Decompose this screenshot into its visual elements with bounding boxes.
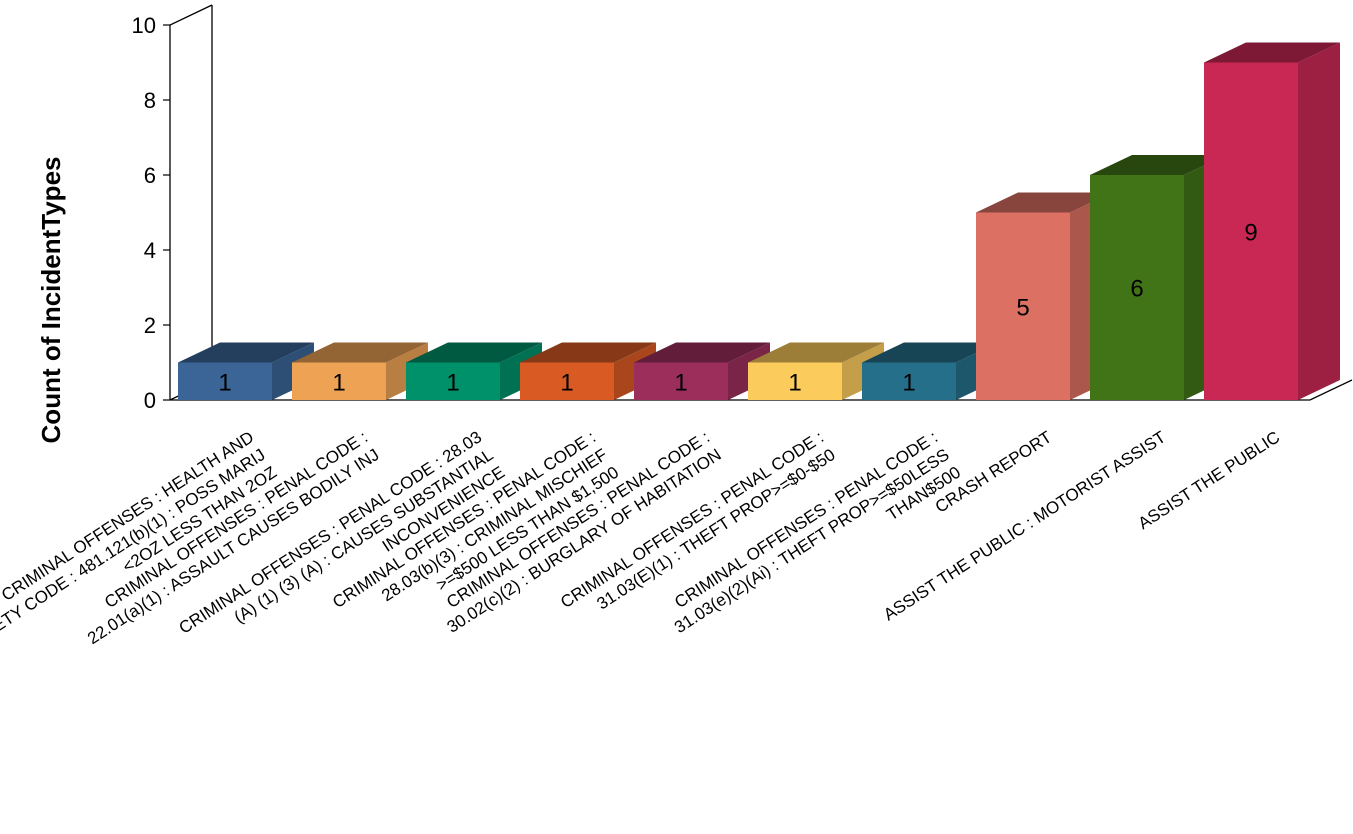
bar-front	[406, 362, 500, 400]
bar-top	[178, 342, 314, 363]
bar	[748, 342, 884, 400]
data-label: 6	[1130, 276, 1143, 303]
data-label: 1	[218, 369, 231, 396]
bar-front	[1204, 62, 1298, 400]
y-axis-line	[169, 4, 213, 400]
bar-front	[1090, 175, 1184, 400]
bar-top	[520, 342, 656, 363]
bar-front	[748, 362, 842, 400]
bar-top	[634, 342, 770, 363]
data-label: 1	[788, 369, 801, 396]
bar-front	[520, 362, 614, 400]
y-tick-label: 10	[132, 13, 156, 38]
bar	[634, 342, 770, 400]
data-label: 9	[1244, 219, 1257, 246]
bar-top	[976, 192, 1112, 213]
data-label: 5	[1016, 294, 1029, 321]
y-axis-ticks: 0 2 4 6 8 10	[132, 13, 170, 413]
bar	[1204, 42, 1340, 400]
bar-top	[1204, 42, 1340, 63]
bar	[406, 342, 542, 400]
bar-front	[292, 362, 386, 400]
y-tick-label: 2	[144, 313, 156, 338]
bar-series	[178, 42, 1340, 400]
y-tick-label: 6	[144, 163, 156, 188]
y-axis-label: Count of IncidentTypes	[36, 157, 66, 444]
bar-front	[976, 212, 1070, 400]
data-labels: 1 1 1 1 1 1 1 5 6 9	[218, 219, 1257, 396]
x-axis-ticks: CRIMINAL OFFENSES : HEALTH ANDSAFETY COD…	[0, 427, 1283, 653]
bar-front	[178, 362, 272, 400]
bar-top	[862, 342, 998, 363]
data-label: 1	[560, 369, 573, 396]
data-label: 1	[902, 369, 915, 396]
y-tick-label: 4	[144, 238, 156, 263]
y-tick-label: 0	[144, 388, 156, 413]
bar-side	[1298, 42, 1340, 400]
bar-top	[1090, 155, 1226, 175]
bar-front	[634, 362, 728, 400]
data-label: 1	[674, 369, 687, 396]
bar-top	[406, 342, 542, 363]
bar-top	[292, 342, 428, 363]
bar	[178, 342, 314, 400]
data-label: 1	[332, 369, 345, 396]
y-tick-label: 8	[144, 88, 156, 113]
bar-top	[748, 342, 884, 363]
data-label: 1	[446, 369, 459, 396]
bar-front	[862, 362, 956, 400]
